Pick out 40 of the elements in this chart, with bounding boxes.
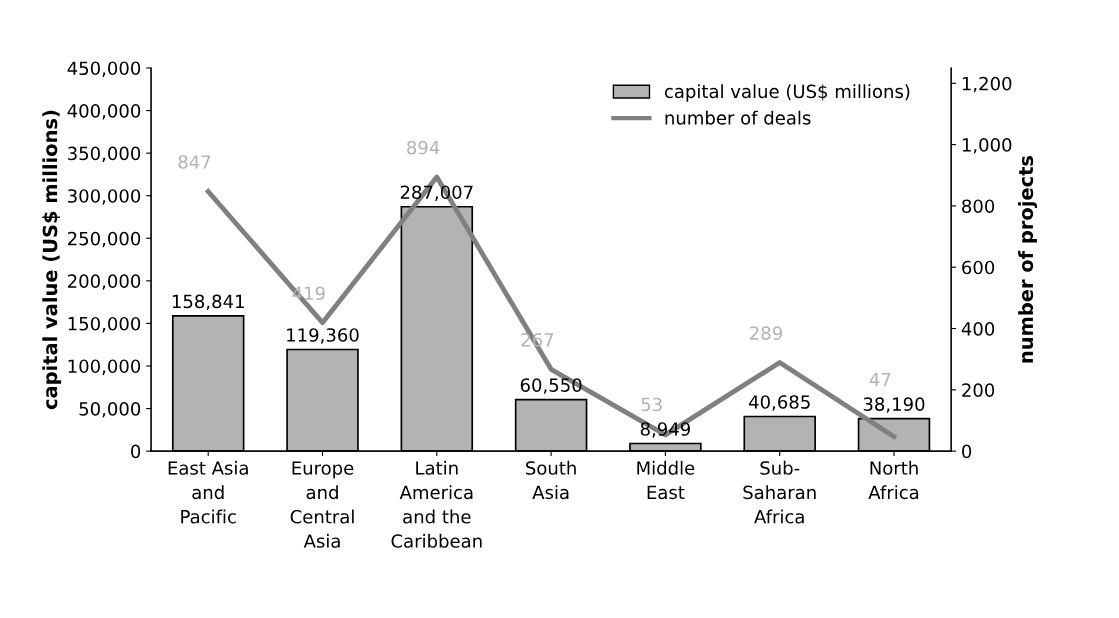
data-label: 119,360 — [287, 328, 359, 344]
legend-label: number of deals — [665, 110, 811, 125]
y2-tick-label: 1,000 — [962, 138, 1012, 154]
y-tick-label: 150,000 — [68, 316, 141, 333]
x-tick-label: South Asia — [526, 460, 576, 500]
data-label: 847 — [178, 155, 211, 169]
data-label: 289 — [750, 326, 782, 340]
y-tick-label: 0 — [131, 444, 141, 459]
y-tick-label: 350,000 — [68, 146, 141, 163]
y-tick-label: 100,000 — [68, 359, 141, 375]
y2-tick-label: 400 — [961, 321, 995, 336]
x-tick-label: North Africa — [868, 460, 919, 500]
y2-tick-label: 0 — [962, 444, 972, 459]
legend-label: capital value (US$ millions) — [664, 84, 910, 102]
y2-tick-label: 1,200 — [962, 76, 1012, 93]
data-label: 8,949 — [640, 422, 690, 438]
y-tick-label: 300,000 — [68, 189, 141, 205]
y2-axis-title: number of projects — [1018, 155, 1038, 363]
x-tick-label: East Asia and Pacific — [168, 460, 248, 524]
data-label: 60,550 — [520, 378, 582, 394]
y-axis-title: capital value (US$ millions) — [42, 110, 62, 410]
data-label: 53 — [641, 397, 662, 412]
x-tick-label: Sub- Saharan Africa — [743, 460, 816, 524]
y-tick-label: 50,000 — [79, 402, 141, 418]
data-label: 47 — [869, 372, 891, 387]
data-label: 287,007 — [400, 185, 473, 201]
data-label: 40,685 — [749, 395, 810, 411]
y-tick-label: 400,000 — [67, 104, 141, 120]
y-tick-label: 200,000 — [68, 274, 141, 290]
x-tick-label: Middle East — [637, 460, 695, 500]
data-label: 158,841 — [172, 294, 244, 311]
y2-tick-label: 600 — [962, 260, 995, 275]
x-tick-label: Latin America and the Caribbean — [391, 460, 482, 548]
y2-tick-label: 800 — [962, 199, 995, 214]
y-tick-label: 250,000 — [68, 231, 141, 248]
y2-tick-label: 200 — [962, 383, 995, 397]
y-tick-label: 450,000 — [67, 61, 141, 77]
data-label: 38,190 — [863, 397, 925, 413]
data-label: 894 — [407, 140, 440, 155]
x-tick-label: Europe and Central Asia — [290, 461, 354, 548]
